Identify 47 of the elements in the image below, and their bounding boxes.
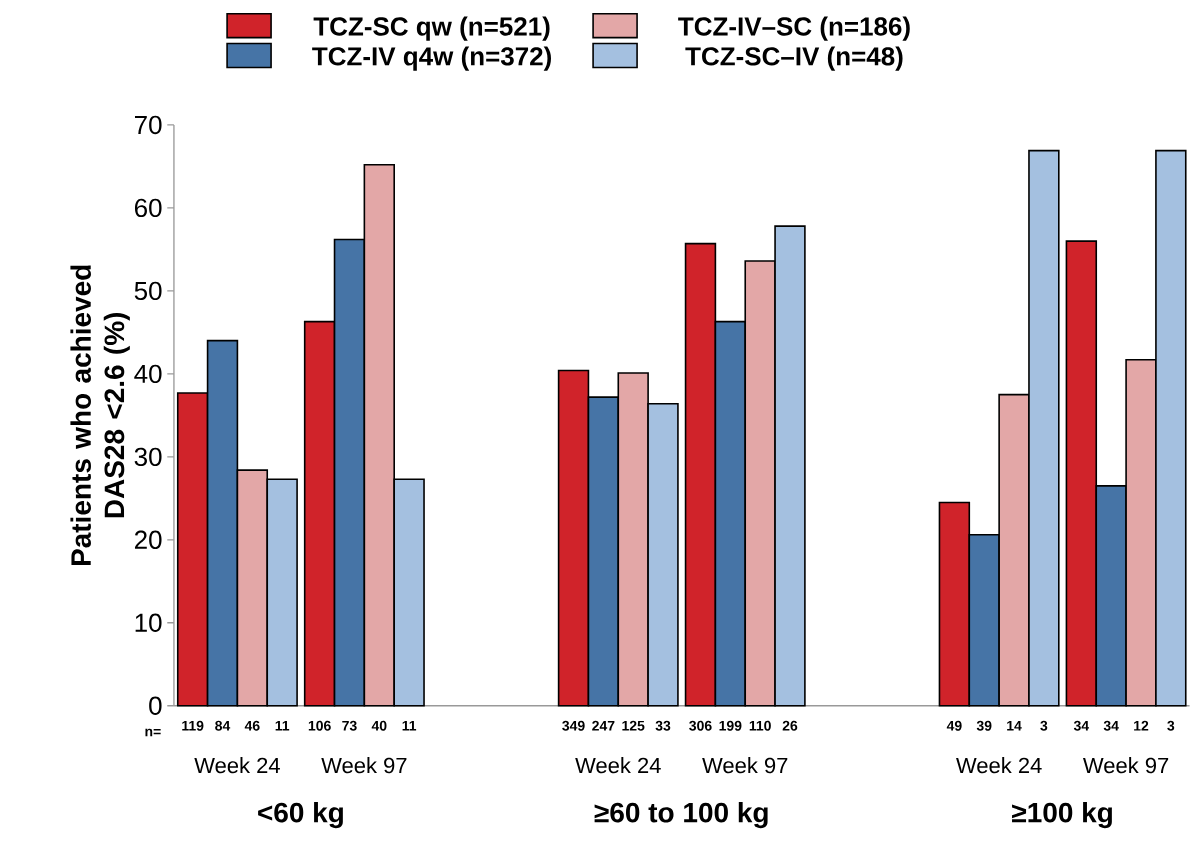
text: n=: [145, 728, 161, 737]
text: 119: [182, 720, 204, 731]
x-tick-label: Week 24: [194, 757, 280, 774]
text: 199: [719, 720, 742, 731]
text: 11: [402, 721, 417, 731]
text: 106: [308, 720, 331, 731]
legend-label: TCZ-IV–SC (n=186): [678, 16, 910, 41]
x-tick-label: Week 97: [1083, 757, 1169, 774]
legend-label: TCZ-SC–IV (n=48): [685, 46, 903, 71]
x-tick-label: Week 97: [702, 757, 788, 774]
text: 349: [562, 720, 585, 731]
y-tick-label: 10: [135, 613, 162, 633]
text: 39: [976, 720, 992, 731]
text: 306: [689, 720, 712, 731]
text: 49: [946, 720, 962, 731]
text: 3: [1167, 720, 1175, 731]
y-tick-label: 60: [134, 198, 162, 218]
text: 14: [1007, 721, 1022, 731]
legend-label: TCZ-IV q4w (n=372): [312, 46, 551, 71]
text: 125: [622, 720, 645, 731]
y-tick-label: 0: [149, 696, 162, 716]
text: 3: [1040, 720, 1048, 731]
text: 40: [371, 720, 387, 731]
y-tick-label: 40: [134, 364, 162, 384]
y-tick-label: 70: [134, 115, 162, 135]
y-axis-title: Patients who achieved DAS28 <2.6 (%): [70, 265, 130, 566]
text: 247: [592, 721, 615, 731]
legend-label: TCZ-SC qw (n=521): [313, 16, 550, 41]
text: ≥60 to 100 kg: [594, 802, 768, 829]
text: 34: [1103, 720, 1119, 731]
text: 12: [1134, 721, 1149, 731]
text: ≥100 kg: [1012, 802, 1112, 829]
text: <60 kg: [258, 802, 343, 829]
x-tick-label: Week 24: [575, 757, 661, 774]
text: 46: [244, 720, 260, 731]
y-tick-label: 20: [134, 530, 162, 550]
x-tick-label: Week 24: [956, 757, 1042, 774]
text: 34: [1073, 720, 1090, 731]
text: 11: [275, 721, 290, 731]
text: 84: [215, 720, 231, 731]
text: 33: [655, 720, 671, 731]
y-tick-label: 50: [134, 281, 162, 301]
text: 73: [342, 720, 357, 731]
y-tick-label: 30: [134, 447, 162, 467]
x-tick-label: Week 97: [321, 757, 407, 774]
text: 110: [749, 720, 771, 731]
text: 26: [782, 720, 798, 731]
